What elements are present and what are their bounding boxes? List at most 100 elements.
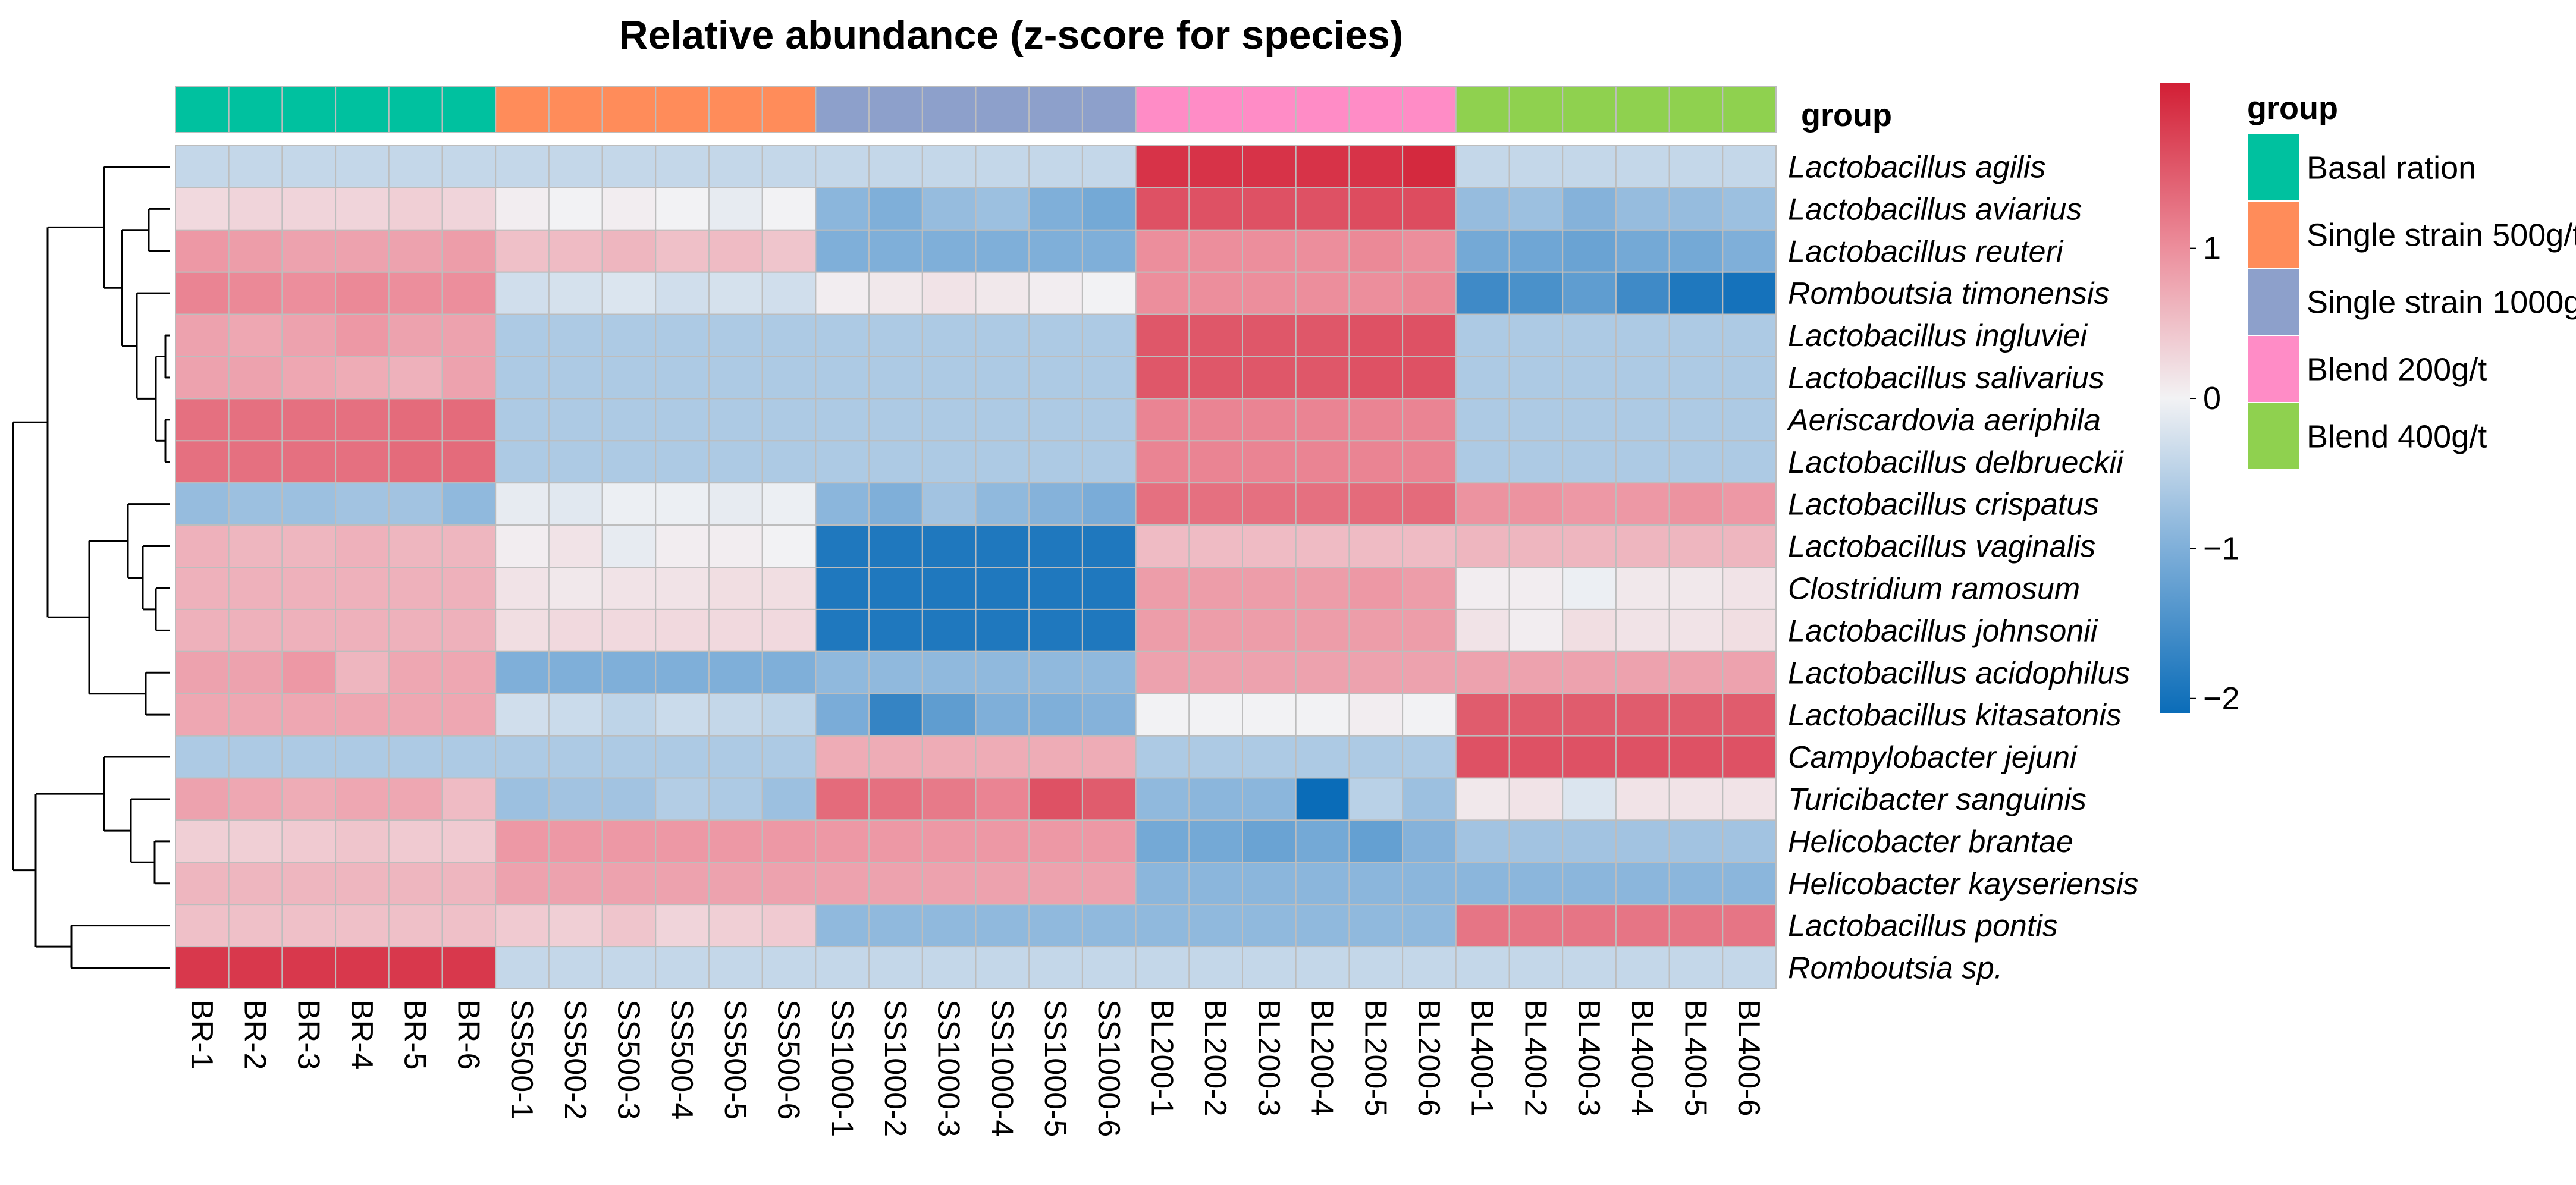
heatmap-cell — [388, 145, 443, 188]
heatmap-cell — [1348, 904, 1404, 948]
heatmap-cell — [1135, 777, 1190, 821]
heatmap-cell — [921, 229, 977, 273]
heatmap-cell — [1508, 862, 1564, 906]
heatmap-cell — [1722, 693, 1777, 737]
heatmap-cell — [1455, 650, 1510, 694]
heatmap-cell — [815, 735, 870, 779]
heatmap-cell — [975, 145, 1030, 188]
column-label: SS1000-4 — [984, 999, 1019, 1137]
heatmap-cell — [601, 271, 657, 315]
annotation-cell — [441, 86, 497, 133]
heatmap-cell — [441, 777, 497, 821]
heatmap-cell — [1402, 946, 1457, 989]
heatmap-cell — [548, 524, 603, 568]
heatmap-cell — [388, 567, 443, 610]
heatmap-cell — [1722, 229, 1777, 273]
heatmap-cell — [281, 608, 337, 652]
heatmap-cell — [601, 356, 657, 400]
heatmap-cell — [1615, 313, 1670, 357]
heatmap-cell — [388, 777, 443, 821]
heatmap-cell — [1722, 145, 1777, 188]
heatmap-cell — [868, 229, 923, 273]
annotation-cell — [335, 86, 390, 133]
heatmap-cell — [1028, 904, 1083, 948]
heatmap-cell — [441, 904, 497, 948]
heatmap-cell — [1295, 356, 1350, 400]
heatmap-cell — [548, 777, 603, 821]
heatmap-cell — [1348, 398, 1404, 442]
heatmap-cell — [1508, 819, 1564, 863]
heatmap-cell — [1188, 440, 1244, 484]
heatmap-cell — [495, 356, 550, 400]
heatmap-cell — [1028, 482, 1083, 526]
heatmap-cell — [868, 398, 923, 442]
heatmap-cell — [1508, 524, 1564, 568]
heatmap-cell — [1402, 482, 1457, 526]
heatmap-cell — [1562, 356, 1617, 400]
row-label: Lactobacillus aviarius — [1788, 192, 2082, 227]
heatmap-cell — [548, 608, 603, 652]
heatmap-cell — [601, 524, 657, 568]
heatmap-cell — [761, 356, 817, 400]
heatmap-cell — [761, 735, 817, 779]
heatmap-cell — [1722, 777, 1777, 821]
column-label: SS1000-2 — [878, 999, 912, 1137]
column-label: BL200-1 — [1144, 999, 1179, 1117]
heatmap-cell — [1508, 313, 1564, 357]
heatmap-cell — [281, 567, 337, 610]
heatmap-cell — [761, 145, 817, 188]
heatmap-cell — [815, 229, 870, 273]
heatmap-cell — [1348, 356, 1404, 400]
heatmap-cell — [975, 819, 1030, 863]
row-dendrogram — [12, 165, 170, 969]
heatmap-cell — [1242, 608, 1297, 652]
heatmap-cell — [1135, 440, 1190, 484]
heatmap-cell — [655, 524, 710, 568]
heatmap-cell — [708, 819, 763, 863]
heatmap-cell — [1081, 271, 1137, 315]
heatmap-cell — [1242, 862, 1297, 906]
heatmap-cell — [921, 946, 977, 989]
heatmap-cell — [708, 398, 763, 442]
heatmap-cell — [335, 693, 390, 737]
heatmap-cell — [388, 693, 443, 737]
heatmap-cell — [495, 946, 550, 989]
heatmap-cell — [921, 145, 977, 188]
heatmap-cell — [1615, 946, 1670, 989]
heatmap-cell — [1562, 819, 1617, 863]
heatmap-cell — [1402, 735, 1457, 779]
heatmap-cell — [1402, 440, 1457, 484]
heatmap-cell — [1348, 187, 1404, 231]
heatmap-cell — [1402, 229, 1457, 273]
heatmap-cell — [601, 608, 657, 652]
heatmap-cell — [1455, 145, 1510, 188]
heatmap-cell — [815, 904, 870, 948]
heatmap-cell — [761, 313, 817, 357]
row-label: Romboutsia timonensis — [1788, 276, 2109, 311]
annotation-cell — [1188, 86, 1244, 133]
heatmap-cell — [1028, 313, 1083, 357]
heatmap-cell — [815, 650, 870, 694]
column-label: SS1000-5 — [1038, 999, 1072, 1137]
heatmap-cell — [1722, 608, 1777, 652]
heatmap-cell — [761, 608, 817, 652]
heatmap-cell — [1562, 693, 1617, 737]
heatmap-cell — [921, 777, 977, 821]
row-label: Lactobacillus vaginalis — [1788, 530, 2095, 564]
heatmap-cell — [335, 819, 390, 863]
heatmap-cell — [1028, 271, 1083, 315]
heatmap-cell — [1188, 356, 1244, 400]
heatmap-cell — [441, 145, 497, 188]
heatmap-cell — [281, 524, 337, 568]
heatmap-cell — [228, 904, 283, 948]
heatmap-cell — [1562, 608, 1617, 652]
heatmap-cell — [655, 862, 710, 906]
heatmap-cell — [228, 271, 283, 315]
heatmap-cell — [708, 271, 763, 315]
heatmap-cell — [815, 187, 870, 231]
heatmap-cell — [1722, 482, 1777, 526]
heatmap-cell — [601, 313, 657, 357]
heatmap-cell — [1188, 777, 1244, 821]
column-label: SS500-1 — [504, 999, 539, 1120]
heatmap-cell — [1242, 229, 1297, 273]
